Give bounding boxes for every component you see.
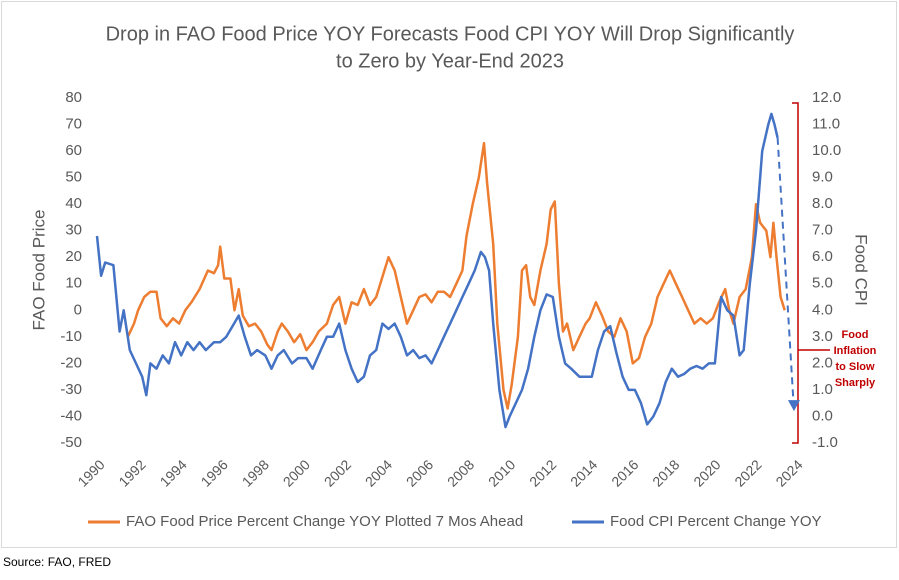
chart-border — [1, 1, 897, 548]
legend-label: Food CPI Percent Change YOY — [610, 513, 822, 530]
y2-tick-label: 2.0 — [812, 354, 833, 371]
x-tick-label: 2018 — [649, 456, 682, 489]
x-tick-label: 1992 — [115, 456, 148, 489]
legend-label: FAO Food Price Percent Change YOY Plotte… — [126, 513, 523, 530]
y-tick-label: -40 — [60, 407, 82, 424]
x-tick-label: 1994 — [157, 456, 190, 489]
y2-tick-label: 6.0 — [812, 248, 833, 265]
y-tick-label: 40 — [65, 195, 82, 212]
x-tick-label: 2024 — [772, 456, 805, 489]
y2-tick-label: 12.0 — [812, 89, 841, 106]
x-tick-label: 2000 — [280, 456, 313, 489]
y2-tick-label: 1.0 — [812, 381, 833, 398]
x-tick-label: 2010 — [485, 456, 518, 489]
y-tick-label: 10 — [65, 275, 82, 292]
x-tick-label: 2020 — [690, 456, 723, 489]
x-tick-label: 2002 — [321, 456, 354, 489]
y-tick-label: 60 — [65, 142, 82, 159]
y2-tick-label: 10.0 — [812, 142, 841, 159]
y-tick-label: 0 — [74, 301, 82, 318]
y-tick-label: 80 — [65, 89, 82, 106]
x-tick-label: 2016 — [608, 456, 641, 489]
y2-axis-title: Food CPI — [852, 234, 871, 306]
annotation-bracket — [792, 102, 830, 444]
data-line — [95, 112, 779, 429]
y2-tick-label: 9.0 — [812, 169, 833, 186]
y2-tick-label: 8.0 — [812, 195, 833, 212]
source: Source: FAO, FRED — [3, 555, 111, 569]
annotation: Sharply — [835, 377, 876, 389]
x-tick-label: 2008 — [444, 456, 477, 489]
chart-title: Drop in FAO Food Price YOY Forecasts Foo… — [106, 23, 795, 45]
y-tick-label: -10 — [60, 328, 82, 345]
y2-tick-label: -1.0 — [812, 434, 838, 451]
x-tick-label: 1990 — [74, 456, 107, 489]
x-tick-label: 2006 — [403, 456, 436, 489]
x-tick-label: 1998 — [239, 456, 272, 489]
x-tick-label: 2004 — [362, 456, 395, 489]
y-axis-title: FAO Food Price — [29, 210, 48, 331]
y2-tick-label: 7.0 — [812, 222, 833, 239]
x-tick-label: 2012 — [526, 456, 559, 489]
y-tick-label: -50 — [60, 434, 82, 451]
x-tick-label: 1996 — [198, 456, 231, 489]
chart-title: to Zero by Year-End 2023 — [336, 50, 564, 72]
x-tick-label: 2014 — [567, 456, 600, 489]
projection-arrowhead — [787, 400, 800, 412]
x-tick-label: 2022 — [731, 456, 764, 489]
annotation: to Slow — [835, 361, 875, 373]
y-tick-label: -30 — [60, 381, 82, 398]
annotation: Food — [842, 329, 869, 341]
y2-tick-label: 3.0 — [812, 328, 833, 345]
projection-line — [776, 137, 795, 412]
y-tick-label: 20 — [65, 248, 82, 265]
y-tick-label: 30 — [65, 222, 82, 239]
y-tick-label: -20 — [60, 354, 82, 371]
annotation: Inflation — [834, 345, 877, 357]
y-tick-label: 70 — [65, 116, 82, 133]
data-line — [126, 141, 786, 410]
y2-tick-label: 0.0 — [812, 407, 833, 424]
y-tick-label: 50 — [65, 169, 82, 186]
y2-tick-label: 11.0 — [812, 116, 840, 133]
y2-tick-label: 4.0 — [812, 301, 833, 318]
y2-tick-label: 5.0 — [812, 275, 833, 292]
